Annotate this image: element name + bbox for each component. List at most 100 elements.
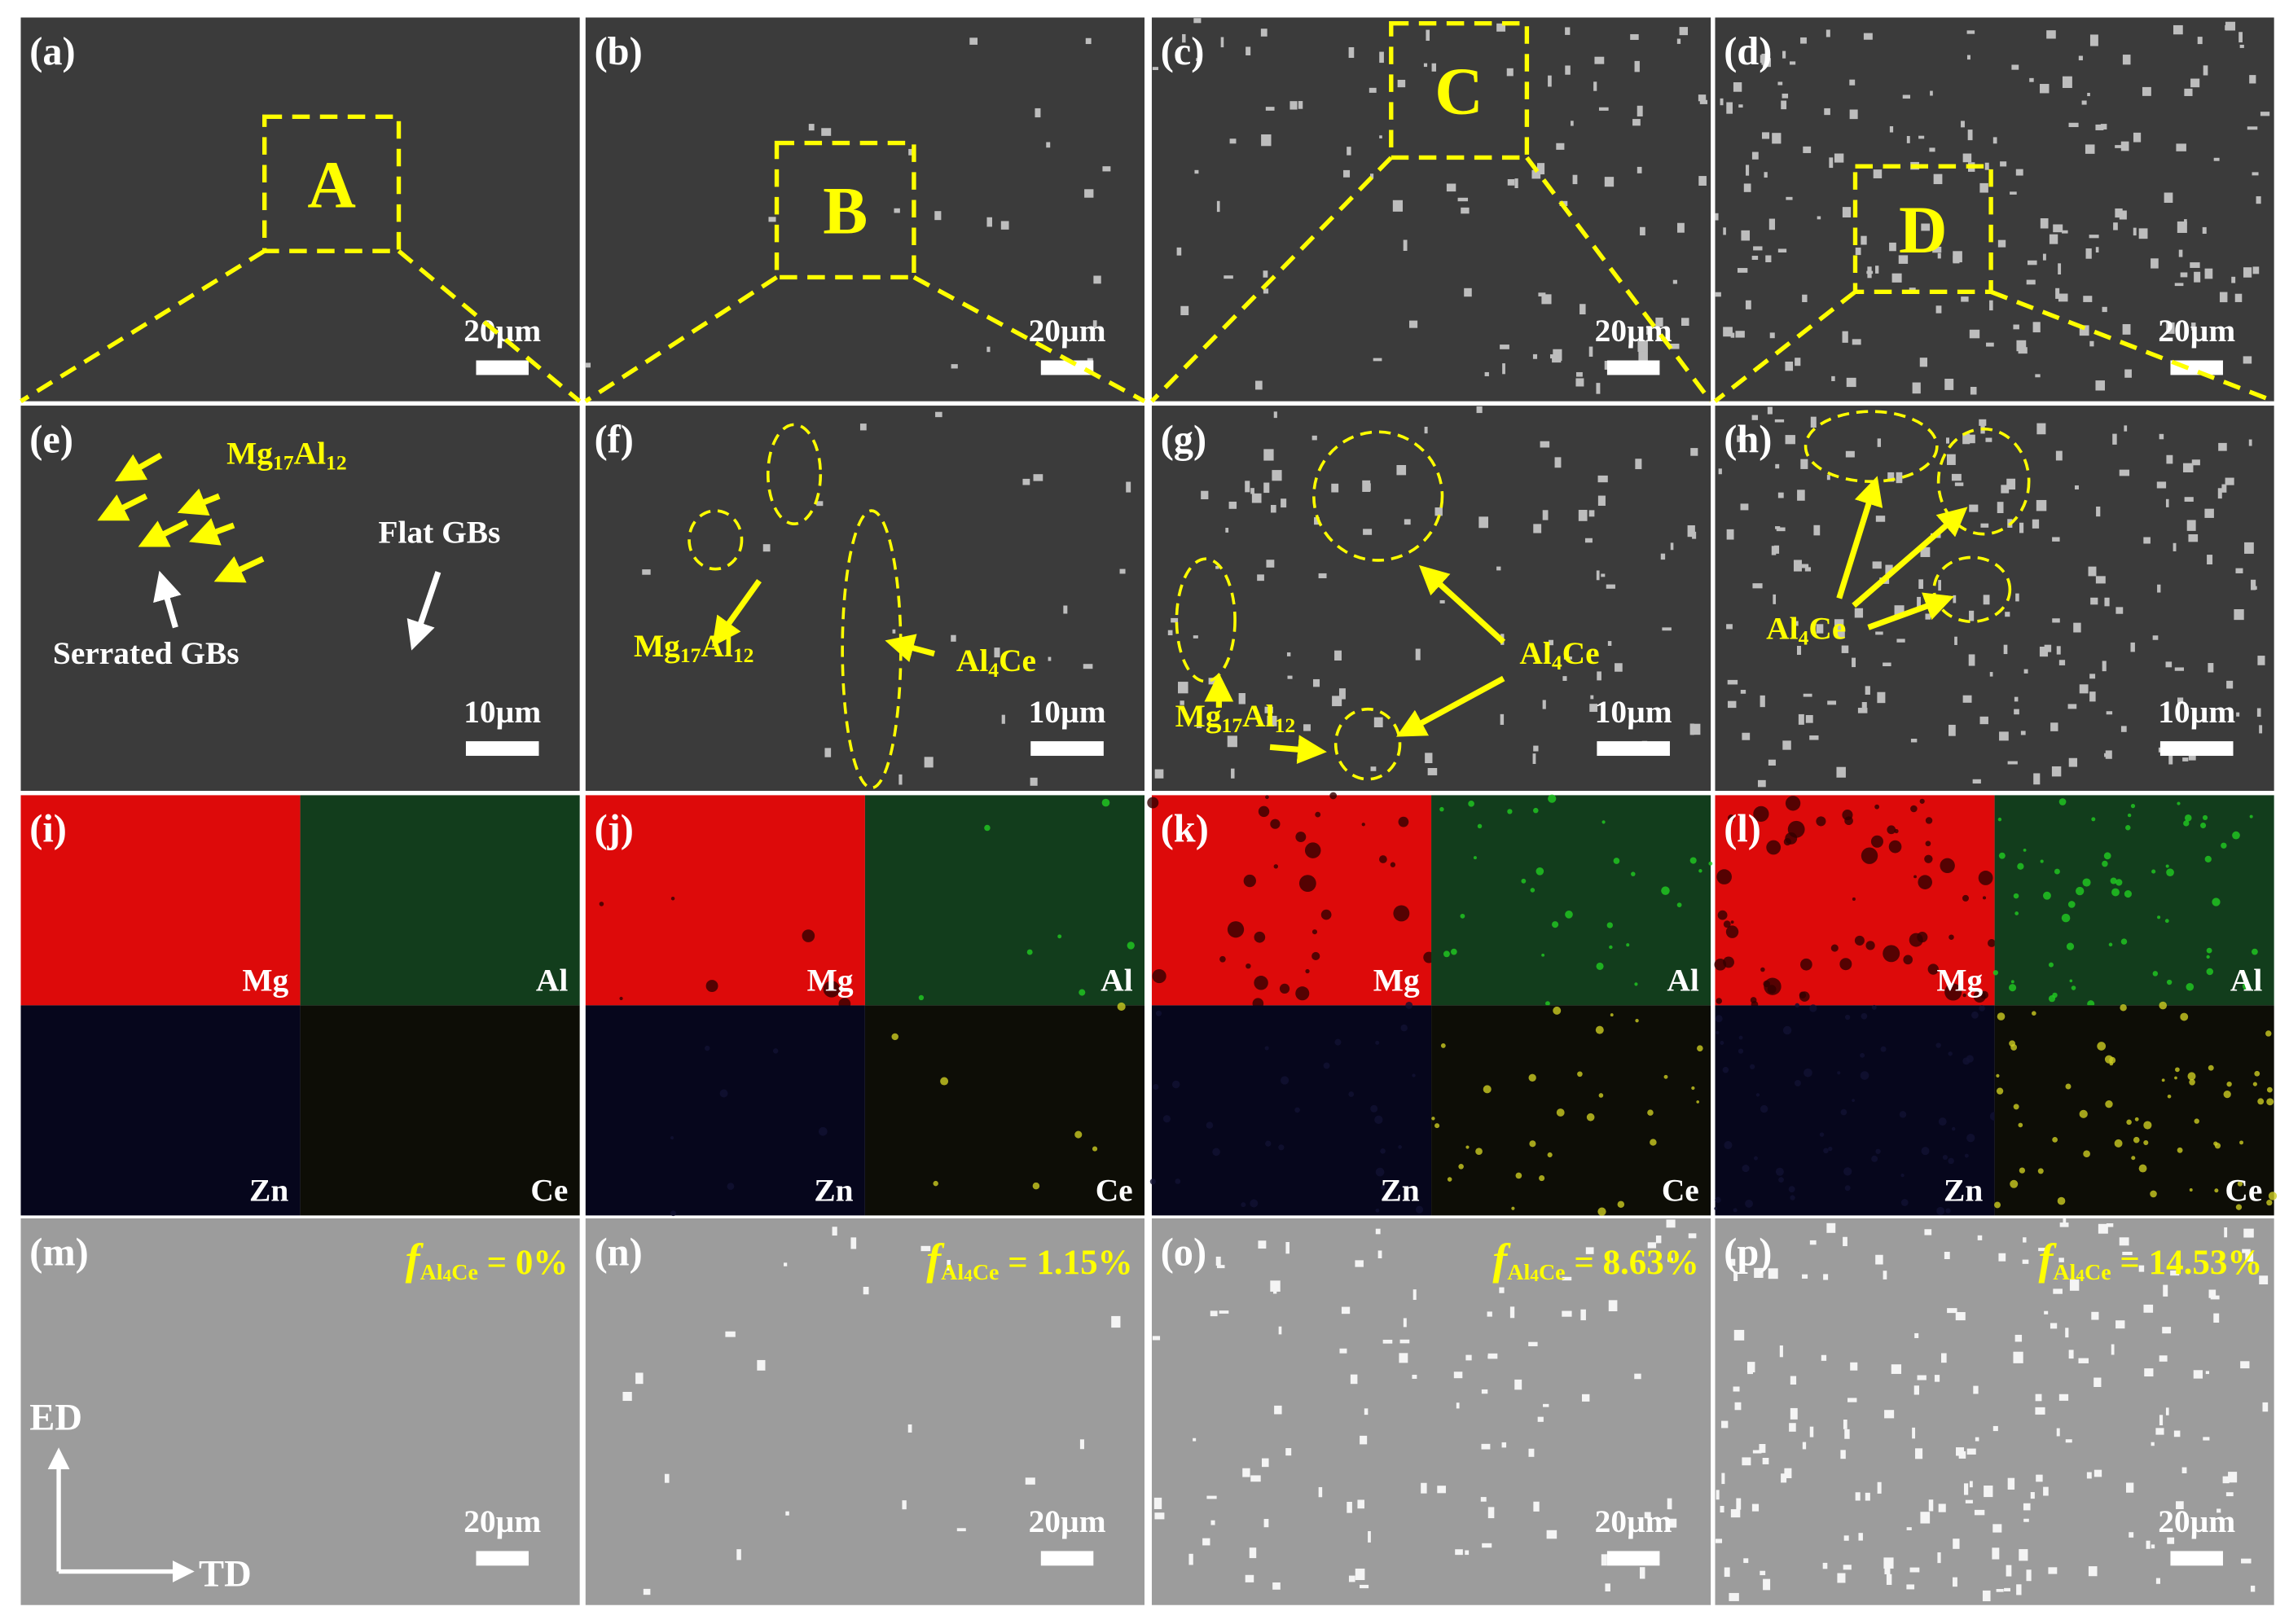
particle xyxy=(2165,1407,2169,1416)
map-spot xyxy=(599,902,604,906)
particle xyxy=(1992,1547,2000,1560)
particle xyxy=(1793,560,1802,572)
particle xyxy=(1737,268,1748,273)
map-spot xyxy=(1913,875,1917,879)
zoom-box xyxy=(1852,164,1993,294)
map-spot xyxy=(2187,1072,2196,1081)
map-spot xyxy=(2013,893,2019,899)
map-spot xyxy=(1597,1207,1606,1216)
particle xyxy=(2130,642,2135,652)
particle xyxy=(1154,769,1164,779)
map-spot xyxy=(1992,970,1999,976)
particle xyxy=(2257,656,2265,665)
particle xyxy=(1597,475,1608,483)
particle xyxy=(1966,434,1975,444)
text-part: = 8.63% xyxy=(1566,1244,1699,1282)
particle xyxy=(1647,1242,1657,1249)
highlight-ellipse xyxy=(766,423,823,525)
direction-label: ED xyxy=(29,1397,82,1439)
particle xyxy=(2102,661,2107,672)
map-spot xyxy=(1246,963,1251,969)
particle xyxy=(1210,1520,1215,1525)
particle xyxy=(2238,32,2243,43)
element-label: Ce xyxy=(2225,1172,2262,1208)
particle xyxy=(1809,1426,1814,1437)
particle xyxy=(1426,29,1430,42)
particle xyxy=(1789,61,1796,65)
scale-bar xyxy=(1030,741,1104,757)
particle xyxy=(1854,608,1864,618)
element-label: Zn xyxy=(1381,1172,1420,1208)
map-spot xyxy=(2076,886,2085,896)
particle xyxy=(2188,533,2199,542)
particle xyxy=(1810,416,1817,428)
particle xyxy=(2143,537,2151,544)
map-spot xyxy=(2214,1143,2221,1149)
particle xyxy=(1768,218,1776,230)
particle xyxy=(1883,662,1891,667)
particle xyxy=(1421,1482,1427,1494)
map-spot xyxy=(2239,1140,2243,1145)
particle xyxy=(1630,33,1639,40)
particle xyxy=(1698,176,1707,186)
particle xyxy=(1637,105,1643,116)
particle xyxy=(2167,1537,2175,1544)
map-spot xyxy=(670,1135,674,1140)
particle xyxy=(1982,1590,1991,1602)
particle xyxy=(1737,435,1745,442)
particle xyxy=(1917,1375,1927,1380)
particle xyxy=(1715,213,1719,221)
map-spot xyxy=(1548,794,1557,803)
particle xyxy=(1552,358,1562,363)
map-spot xyxy=(1799,991,1810,1002)
particle xyxy=(1887,472,1895,482)
map-spot xyxy=(1483,1085,1492,1094)
particle xyxy=(1742,732,1751,740)
particle xyxy=(2208,663,2214,673)
text-part: f xyxy=(406,1235,424,1284)
particle xyxy=(1193,635,1198,639)
particle xyxy=(1998,1253,2006,1262)
panel-label: (c) xyxy=(1161,30,1205,73)
particle xyxy=(1359,1584,1369,1589)
particle xyxy=(1941,1353,1947,1363)
particle xyxy=(1263,449,1274,461)
map-spot xyxy=(1552,921,1559,928)
particle xyxy=(1379,135,1382,138)
particle xyxy=(2035,1407,2045,1415)
element-label: Al xyxy=(2230,962,2262,998)
particle xyxy=(1396,465,1407,476)
particle xyxy=(1350,1374,1358,1385)
fraction-label: fAl4Ce = 1.15% xyxy=(926,1235,1132,1285)
particle xyxy=(1760,1570,1766,1576)
particle xyxy=(2251,579,2256,590)
particle xyxy=(1285,1448,1292,1456)
particle xyxy=(1533,1501,1540,1512)
map-spot xyxy=(1431,1117,1435,1121)
particle xyxy=(1843,1535,1849,1541)
particle xyxy=(1774,419,1785,423)
text-part: Mg xyxy=(1175,698,1222,734)
particle xyxy=(2234,293,2243,302)
particle xyxy=(1944,379,1954,390)
particle xyxy=(1759,1444,1766,1453)
particle xyxy=(1553,349,1562,361)
text-part: 17 xyxy=(1222,713,1243,737)
particle xyxy=(1906,1584,1915,1590)
map-spot xyxy=(1861,1012,1868,1020)
particle xyxy=(1718,468,1722,475)
map-spot xyxy=(1635,1018,1639,1023)
text-part: Ce xyxy=(1562,635,1600,671)
particle xyxy=(1921,223,1931,231)
particle xyxy=(2242,1249,2251,1253)
map-spot xyxy=(2265,1030,2272,1037)
element-label: Ce xyxy=(1662,1172,1699,1208)
particle xyxy=(2032,519,2040,529)
particle xyxy=(1935,305,1942,314)
particle xyxy=(1274,1405,1282,1415)
particle xyxy=(2248,439,2252,446)
particle xyxy=(1487,1355,1491,1359)
particle xyxy=(2243,1228,2254,1238)
particle xyxy=(1263,482,1270,494)
particle xyxy=(907,1424,912,1433)
